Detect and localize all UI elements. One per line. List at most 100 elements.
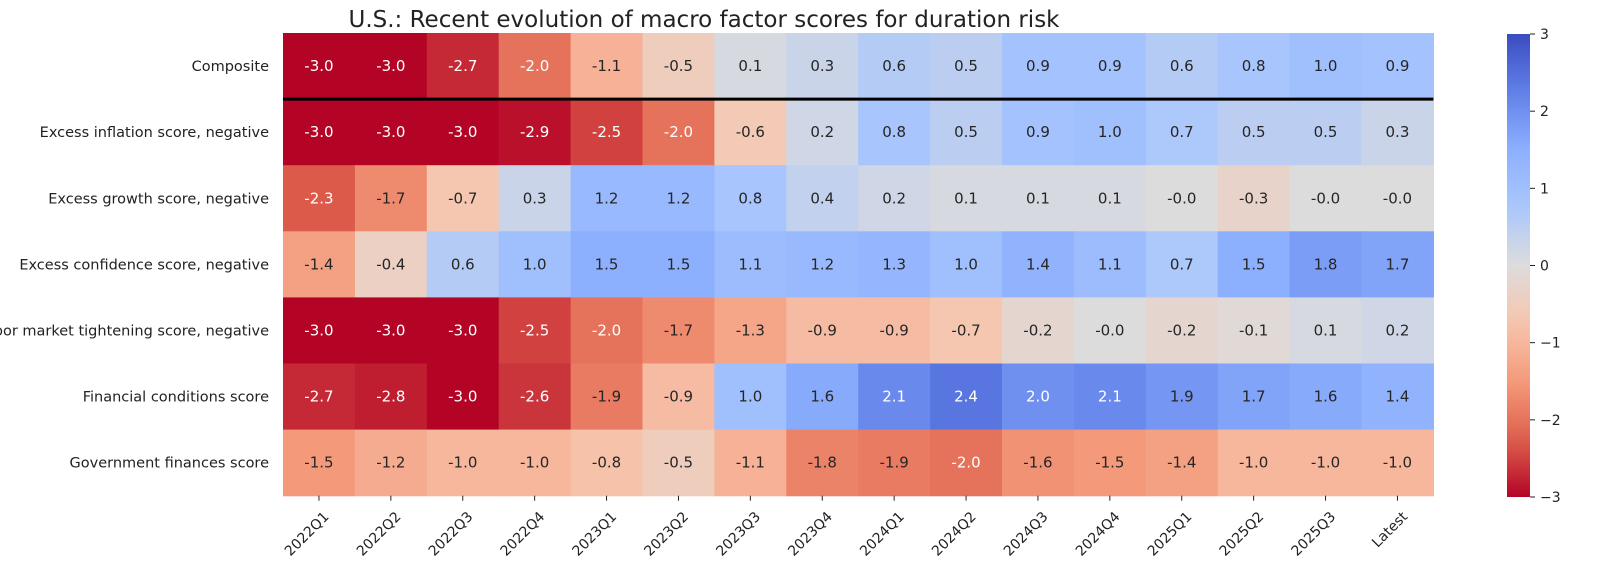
row-label: Financial conditions score	[83, 390, 269, 406]
heatmap-cell	[786, 165, 859, 232]
cell-value-label: 1.0	[1314, 57, 1338, 75]
cell-value-label: -2.7	[304, 388, 333, 406]
column-label: Latest	[1369, 509, 1411, 551]
heatmap-cell	[858, 99, 931, 166]
heatmap-cell	[1361, 231, 1434, 298]
heatmap-cell	[283, 231, 356, 298]
heatmap-cell	[570, 363, 644, 431]
cell-value-label: -3.0	[304, 321, 333, 339]
heatmap-cell	[570, 33, 644, 100]
cell-value-label: -0.8	[592, 454, 621, 472]
cell-value-label: -1.5	[304, 454, 333, 472]
cell-value-label: 0.1	[738, 57, 762, 75]
heatmap-cell	[354, 99, 428, 166]
cell-value-label: -1.9	[592, 388, 621, 406]
heatmap-cell	[786, 363, 859, 431]
cell-value-label: 0.3	[1386, 123, 1410, 141]
cell-value-label: -0.5	[664, 57, 693, 75]
row-label: Labor market tightening score, negative	[0, 323, 269, 339]
heatmap-cell	[1002, 33, 1075, 100]
heatmap-cell	[858, 231, 931, 298]
cell-value-label: -1.2	[376, 454, 405, 472]
heatmap-cell	[354, 363, 428, 431]
heatmap-cell	[426, 33, 500, 100]
column-label: 2024Q2	[929, 509, 980, 560]
heatmap-cell	[1217, 231, 1291, 298]
cell-value-label: 1.8	[1314, 255, 1338, 273]
column-label: 2025Q1	[1145, 509, 1196, 560]
cell-value-label: 2.1	[1098, 388, 1122, 406]
cell-value-label: -0.3	[1239, 189, 1268, 207]
cell-value-label: 0.9	[1026, 57, 1050, 75]
heatmap-cell	[1002, 99, 1075, 166]
cell-value-label: 1.4	[1026, 255, 1050, 273]
cell-value-label: -0.9	[880, 321, 909, 339]
heatmap-cell	[1217, 363, 1291, 431]
heatmap-cell	[858, 363, 931, 431]
heatmap-cell	[354, 297, 428, 365]
heatmap-cell	[570, 165, 644, 232]
cell-value-label: -0.0	[1167, 189, 1196, 207]
heatmap-cell	[786, 429, 859, 497]
heatmap-cell	[714, 297, 787, 365]
cell-value-label: -1.4	[1167, 454, 1196, 472]
heatmap-cell	[1289, 165, 1363, 232]
cell-value-label: 1.3	[882, 255, 906, 273]
column-label: 2022Q1	[282, 509, 333, 560]
cell-value-label: 0.5	[954, 57, 978, 75]
cell-value-label: -3.0	[304, 123, 333, 141]
heatmap-cell	[858, 165, 931, 232]
cell-value-label: -0.7	[951, 321, 980, 339]
colorbar-tick-label: −1	[1540, 336, 1561, 352]
column-label: 2025Q3	[1289, 509, 1340, 560]
colorbar-tick-label: −2	[1540, 413, 1561, 429]
heatmap-cell	[426, 363, 500, 431]
column-label: 2023Q3	[713, 509, 764, 560]
cell-value-label: 0.5	[1314, 123, 1338, 141]
column-label: 2023Q1	[570, 509, 621, 560]
heatmap-cell	[1289, 363, 1363, 431]
cell-value-label: -2.5	[520, 321, 549, 339]
heatmap-cell	[930, 363, 1003, 431]
heatmap-cell	[1289, 297, 1363, 365]
heatmap-cell	[1073, 429, 1147, 497]
heatmap-cell	[1145, 99, 1219, 166]
heatmap-cell	[570, 429, 644, 497]
heatmap-cell	[930, 165, 1003, 232]
colorbar-tick-label: 1	[1540, 181, 1549, 197]
cell-value-label: 0.7	[1170, 123, 1194, 141]
heatmap-cell	[283, 33, 356, 100]
cell-value-label: -0.4	[376, 255, 405, 273]
cell-value-label: 0.5	[1242, 123, 1266, 141]
row-label: Excess inflation score, negative	[40, 125, 269, 141]
cell-value-label: -1.0	[448, 454, 477, 472]
heatmap-cell	[1073, 165, 1147, 232]
cell-value-label: 1.2	[595, 189, 619, 207]
heatmap-cell	[1289, 429, 1363, 497]
heatmap-cell	[1002, 297, 1075, 365]
column-label: 2022Q3	[426, 509, 477, 560]
colorbar-tick-label: 0	[1540, 259, 1549, 275]
cell-value-label: -2.6	[520, 388, 549, 406]
cell-value-label: -0.9	[808, 321, 837, 339]
heatmap-cell	[498, 33, 572, 100]
heatmap-cell	[498, 99, 572, 166]
column-labels: 2022Q1 2022Q2 2022Q3 2022Q4 2023Q1 2023Q2 2023…	[282, 495, 1411, 560]
heatmap-cell	[786, 297, 859, 365]
cell-value-label: -0.0	[1095, 321, 1124, 339]
cell-value-label: -1.0	[520, 454, 549, 472]
cell-value-label: -3.0	[448, 123, 477, 141]
heatmap-cell	[1145, 165, 1219, 232]
cell-value-label: 0.3	[810, 57, 834, 75]
heatmap-cell	[714, 165, 787, 232]
heatmap-cell	[1002, 165, 1075, 232]
cell-value-label: 1.1	[1098, 255, 1122, 273]
cell-value-label: 1.0	[954, 255, 978, 273]
cell-value-label: 1.5	[595, 255, 619, 273]
row-label: Excess growth score, negative	[48, 191, 269, 207]
cell-value-label: 0.2	[810, 123, 834, 141]
heatmap-cell	[426, 231, 500, 298]
column-label: 2025Q2	[1217, 509, 1268, 560]
row-labels: Composite Excess inflation score, negativ…	[0, 59, 269, 472]
heatmap-cell	[570, 231, 644, 298]
